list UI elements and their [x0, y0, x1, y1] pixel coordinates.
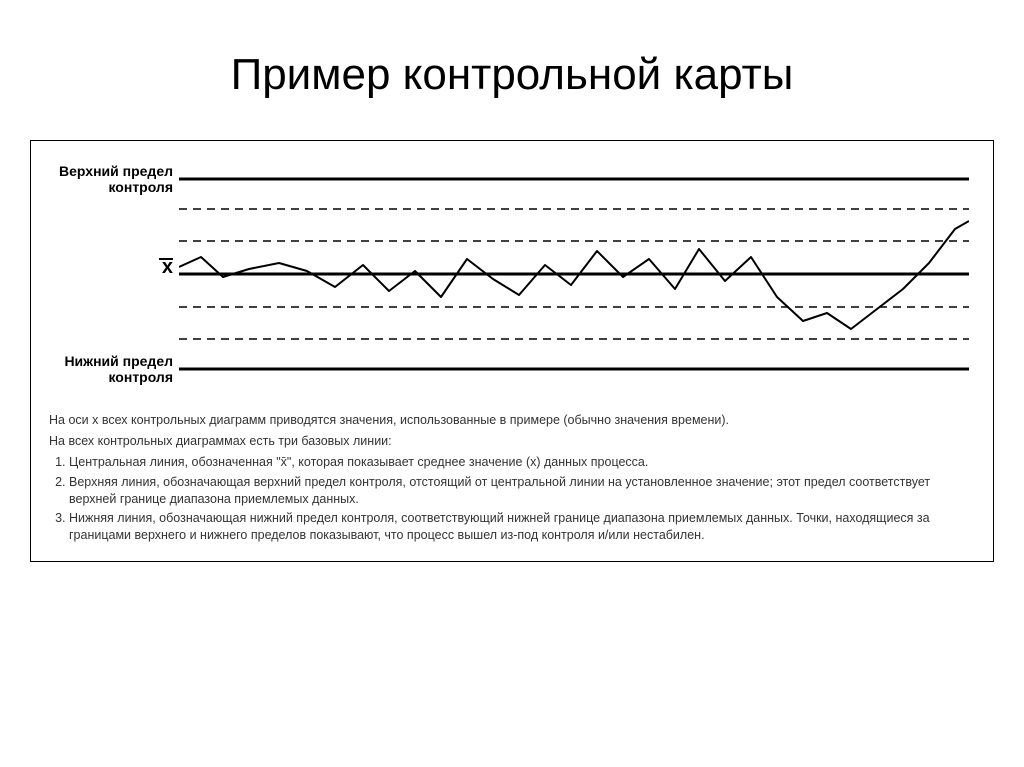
upper-limit-line1: Верхний предел	[59, 163, 173, 179]
axis-labels: Верхний предел контроля x Нижний предел …	[49, 159, 179, 389]
chart-area	[179, 159, 975, 394]
lower-limit-label: Нижний предел контроля	[64, 353, 173, 385]
center-line-symbol: x	[162, 256, 173, 278]
upper-limit-label: Верхний предел контроля	[59, 163, 173, 195]
note-item-3: Нижняя линия, обозначающая нижний предел…	[69, 510, 975, 544]
note-item-1: Центральная линия, обозначенная "x̄", ко…	[69, 454, 975, 471]
chart-row: Верхний предел контроля x Нижний предел …	[49, 159, 975, 394]
note-item-2: Верхняя линия, обозначающая верхний пред…	[69, 474, 975, 508]
note-intro1: На оси x всех контрольных диаграмм приво…	[49, 412, 975, 429]
page-title: Пример контрольной карты	[30, 50, 994, 100]
lower-limit-line2: контроля	[108, 369, 173, 385]
page: Пример контрольной карты Верхний предел …	[0, 0, 1024, 767]
center-line-label: x	[159, 258, 173, 279]
lower-limit-line1: Нижний предел	[64, 353, 173, 369]
control-chart-svg	[179, 159, 969, 389]
explanatory-notes: На оси x всех контрольных диаграмм приво…	[49, 412, 975, 544]
chart-panel: Верхний предел контроля x Нижний предел …	[30, 140, 994, 562]
upper-limit-line2: контроля	[108, 179, 173, 195]
note-list: Центральная линия, обозначенная "x̄", ко…	[49, 454, 975, 544]
note-intro2: На всех контрольных диаграммах есть три …	[49, 433, 975, 450]
